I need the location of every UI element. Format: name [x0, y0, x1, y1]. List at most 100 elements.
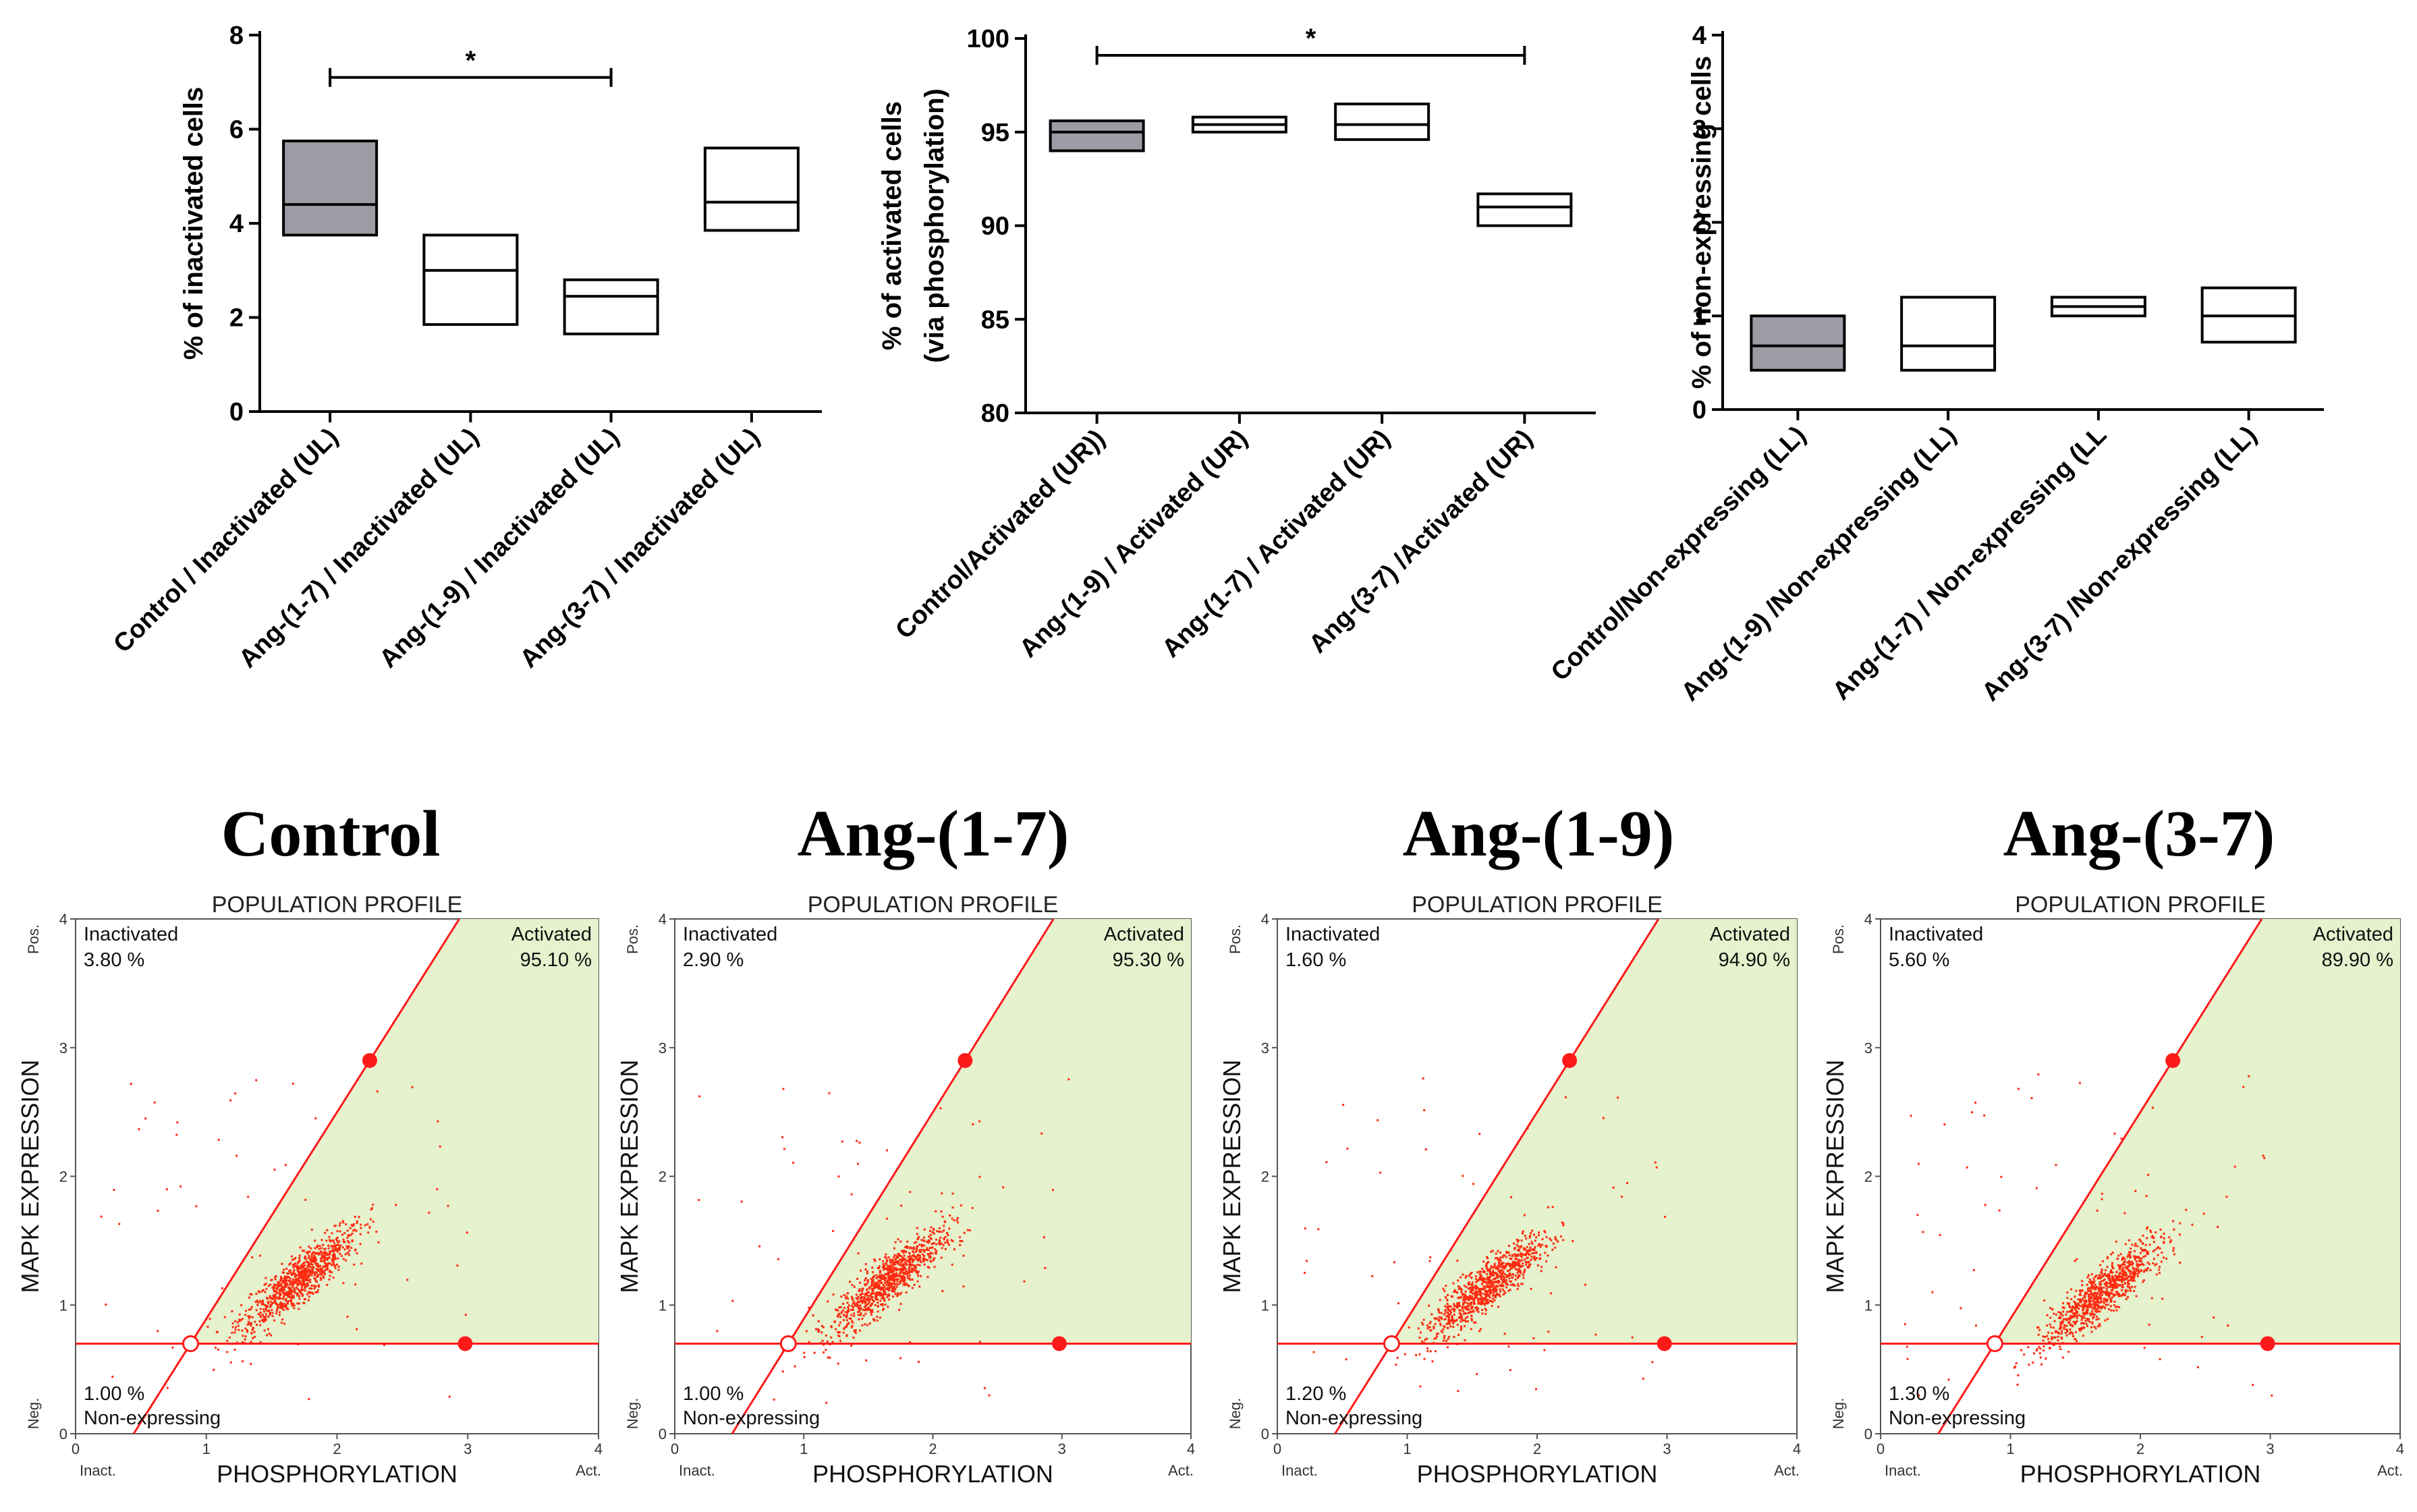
cell-point [2106, 1285, 2109, 1288]
cell-point [895, 1260, 897, 1263]
cell-point [897, 1278, 899, 1281]
cell-point [1501, 1266, 1503, 1269]
cell-point [1408, 1326, 1410, 1328]
cell-point [1445, 1296, 1447, 1299]
cell-point [2146, 1267, 2149, 1269]
cell-point [289, 1269, 291, 1272]
cell-point [308, 1250, 311, 1253]
cell-point [371, 1207, 373, 1210]
cell-point [2023, 1353, 2026, 1356]
cell-point [2069, 1318, 2072, 1321]
y-tick-label: 90 [981, 213, 1009, 241]
cell-point [1442, 1287, 1445, 1290]
cell-point [1501, 1269, 1503, 1272]
cell-point [323, 1259, 326, 1262]
cell-point [1511, 1273, 1514, 1275]
cell-point [1445, 1322, 1448, 1325]
cell-point [879, 1299, 882, 1302]
cell-point [2063, 1324, 2065, 1326]
cell-point [2179, 1222, 2182, 1225]
cell-point [2179, 1262, 2182, 1264]
cell-point [933, 1227, 935, 1230]
cell-point [294, 1291, 296, 1294]
cell-point [238, 1320, 241, 1322]
cell-point [2075, 1314, 2078, 1317]
cell-point [2087, 1295, 2090, 1298]
cell-point [863, 1306, 866, 1308]
cell-point [2132, 1277, 2135, 1280]
cell-point [354, 1283, 357, 1286]
cell-point [2088, 1301, 2091, 1304]
cell-point [909, 1341, 912, 1343]
cell-point [273, 1285, 275, 1287]
cell-point [144, 1117, 147, 1120]
cell-point [1602, 1117, 1605, 1119]
cell-point [285, 1281, 287, 1284]
cell-point [360, 1227, 362, 1229]
cell-point [283, 1289, 285, 1291]
cell-point [1528, 1254, 1531, 1256]
cell-point [1472, 1300, 1475, 1303]
cell-point [1943, 1123, 1946, 1126]
cell-point [1466, 1308, 1469, 1311]
cell-point [1654, 1161, 1657, 1164]
cell-point [912, 1254, 914, 1257]
cell-point [2151, 1235, 2154, 1237]
cell-point [1379, 1171, 1382, 1174]
cell-point [900, 1279, 903, 1281]
cell-point [1422, 1341, 1425, 1344]
cell-point [933, 1257, 935, 1260]
cell-point [2142, 1270, 2145, 1273]
cell-point [1439, 1324, 1442, 1326]
cell-point [2150, 1231, 2152, 1233]
cell-point [331, 1232, 333, 1235]
cell-point [278, 1314, 281, 1316]
cell-point [2049, 1347, 2051, 1349]
cell-point [316, 1244, 318, 1247]
cell-point [278, 1285, 281, 1287]
cell-point [803, 1356, 806, 1358]
cell-point [2094, 1288, 2096, 1291]
cell-point [303, 1261, 306, 1264]
cell-point [275, 1284, 278, 1287]
cell-point [266, 1334, 269, 1337]
cell-point [277, 1286, 279, 1289]
cell-point [250, 1332, 252, 1335]
cell-point [2014, 1365, 2017, 1368]
cell-point [247, 1315, 250, 1318]
cell-point [781, 1136, 784, 1138]
cell-point [933, 1266, 936, 1268]
cell-point [2086, 1325, 2088, 1327]
cell-point [918, 1236, 920, 1238]
cell-point [2065, 1314, 2067, 1316]
cell-point [297, 1284, 300, 1287]
cell-point [885, 1287, 888, 1290]
cell-point [2142, 1264, 2145, 1266]
cell-point [945, 1248, 947, 1250]
cell-point [2145, 1195, 2148, 1198]
cell-point [827, 1300, 829, 1303]
cell-point [303, 1250, 306, 1252]
cell-point [306, 1251, 309, 1254]
cell-point [1346, 1148, 1349, 1150]
cell-point [2093, 1308, 2096, 1310]
cell-point [2157, 1254, 2159, 1256]
cell-point [2100, 1291, 2103, 1294]
cell-point [861, 1301, 864, 1304]
cell-point [1507, 1275, 1509, 1277]
cell-point [878, 1285, 881, 1288]
cell-point [2160, 1260, 2163, 1263]
cell-point [278, 1295, 281, 1298]
cell-point [2083, 1312, 2086, 1314]
cell-point [437, 1120, 439, 1123]
cell-point [866, 1288, 868, 1291]
cell-point [250, 1308, 252, 1310]
cell-point [928, 1253, 931, 1256]
cell-point [883, 1292, 885, 1294]
cell-point [1505, 1282, 1508, 1284]
cell-point [873, 1287, 876, 1289]
cell-point [2079, 1301, 2081, 1304]
cell-point [285, 1308, 288, 1310]
cell-point [868, 1297, 870, 1300]
cell-point [348, 1250, 351, 1252]
